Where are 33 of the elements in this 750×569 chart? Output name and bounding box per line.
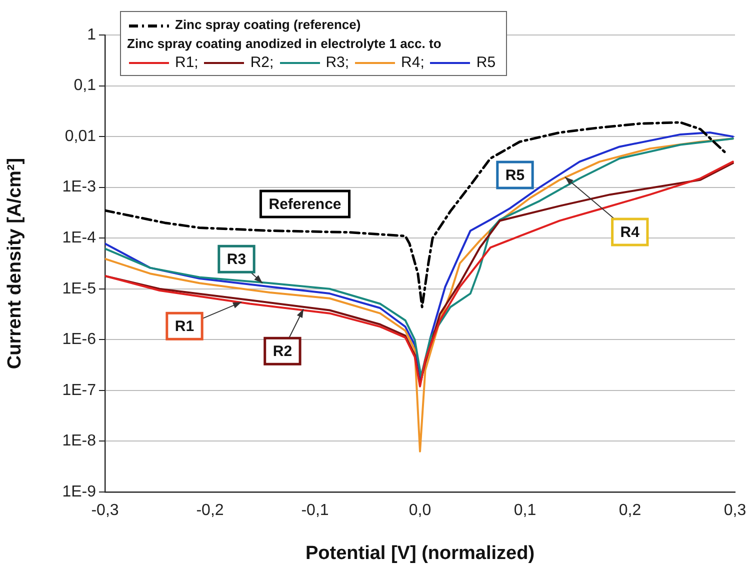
x-tick-label: -0,1 <box>301 502 329 520</box>
legend-label: R3; <box>326 54 350 71</box>
annotation: R5 <box>505 167 525 184</box>
x-tick-label: 0,1 <box>514 502 536 520</box>
line-series <box>105 121 726 308</box>
annotation: R3 <box>226 251 246 268</box>
y-tick-label: 1 <box>87 26 96 44</box>
x-tick-label: -0,2 <box>196 502 224 520</box>
legend-label: R5 <box>476 54 496 71</box>
x-tick-label: 0,3 <box>724 502 746 520</box>
y-tick-label: 1E-8 <box>62 432 96 450</box>
y-tick-label: 0,1 <box>74 77 96 94</box>
y-tick-label: 0,01 <box>64 128 96 145</box>
x-tick-label: -0,3 <box>91 502 119 520</box>
x-tick-label: 0,2 <box>618 502 642 520</box>
legend-label: Zinc spray coating (reference) <box>175 17 361 32</box>
annotation: R2 <box>272 343 292 360</box>
y-axis-title: Current density [A/cm²] <box>4 158 26 370</box>
legend-label: R1; <box>175 54 198 71</box>
x-tick-label: 0,0 <box>408 502 432 520</box>
y-tick-label: 1E-4 <box>62 230 96 247</box>
y-tick-label: 1E-9 <box>62 483 96 500</box>
x-axis-title: Potential [V] (normalized) <box>305 542 535 564</box>
annotation: Reference <box>268 196 342 214</box>
y-tick-label: 1E-7 <box>62 382 96 399</box>
y-tick-label: 1E-6 <box>62 331 96 348</box>
legend-title: Zinc spray coating anodized in electrolyte 1 acc. to <box>127 35 442 53</box>
legend-label: R4; <box>401 54 424 71</box>
y-tick-label: 1E-5 <box>62 280 96 298</box>
annotation: R1 <box>174 318 194 336</box>
y-tick-label: 1E-3 <box>62 178 96 196</box>
legend-label: R2; <box>250 54 274 71</box>
annotation: R4 <box>620 224 640 242</box>
